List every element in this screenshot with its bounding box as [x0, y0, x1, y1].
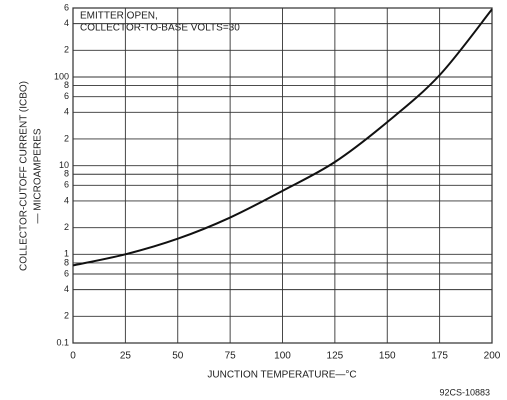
y-tick-label: 2 — [64, 222, 69, 232]
x-tick-label: 100 — [274, 351, 291, 362]
y-tick-label: 2 — [64, 133, 69, 143]
y-axis-label: — MICROAMPERES — [33, 128, 44, 223]
y-tick-label: 4 — [64, 18, 69, 28]
y-tick-label: 0.1 — [56, 337, 69, 347]
y-tick-label: 10 — [59, 160, 69, 170]
figure-code: 92CS-10883 — [439, 387, 490, 397]
y-tick-label: 6 — [64, 2, 69, 12]
curve — [72, 8, 493, 267]
y-tick-label: 4 — [64, 195, 69, 205]
x-tick-label: 0 — [70, 351, 76, 362]
x-tick-label: 50 — [172, 351, 184, 362]
x-axis-label: JUNCTION TEMPERATURE—°C — [207, 370, 356, 381]
x-tick-label: 150 — [379, 351, 396, 362]
x-tick-label: 175 — [431, 351, 448, 362]
annotation: COLLECTOR-TO-BASE VOLTS=30 — [80, 23, 240, 34]
y-tick-label: 6 — [64, 180, 69, 190]
y-tick-label: 100 — [54, 71, 69, 81]
y-tick-label: 2 — [64, 45, 69, 55]
x-tick-label: 75 — [225, 351, 237, 362]
y-tick-label: 4 — [64, 284, 69, 294]
x-tick-label: 200 — [484, 351, 501, 362]
y-tick-label: 2 — [64, 311, 69, 321]
x-tick-label: 125 — [327, 351, 344, 362]
y-tick-label: 6 — [64, 268, 69, 278]
y-tick-label: 8 — [64, 257, 69, 267]
y-tick-label: 4 — [64, 107, 69, 117]
y-tick-label: 8 — [64, 80, 69, 90]
y-tick-label: 8 — [64, 169, 69, 179]
x-tick-label: 25 — [120, 351, 132, 362]
y-tick-label: 1 — [64, 249, 69, 259]
y-axis-label: COLLECTOR-CUTOFF CURRENT (ICBO) — [19, 81, 30, 271]
y-tick-label: 6 — [64, 91, 69, 101]
annotation: EMITTER OPEN, — [80, 11, 158, 22]
